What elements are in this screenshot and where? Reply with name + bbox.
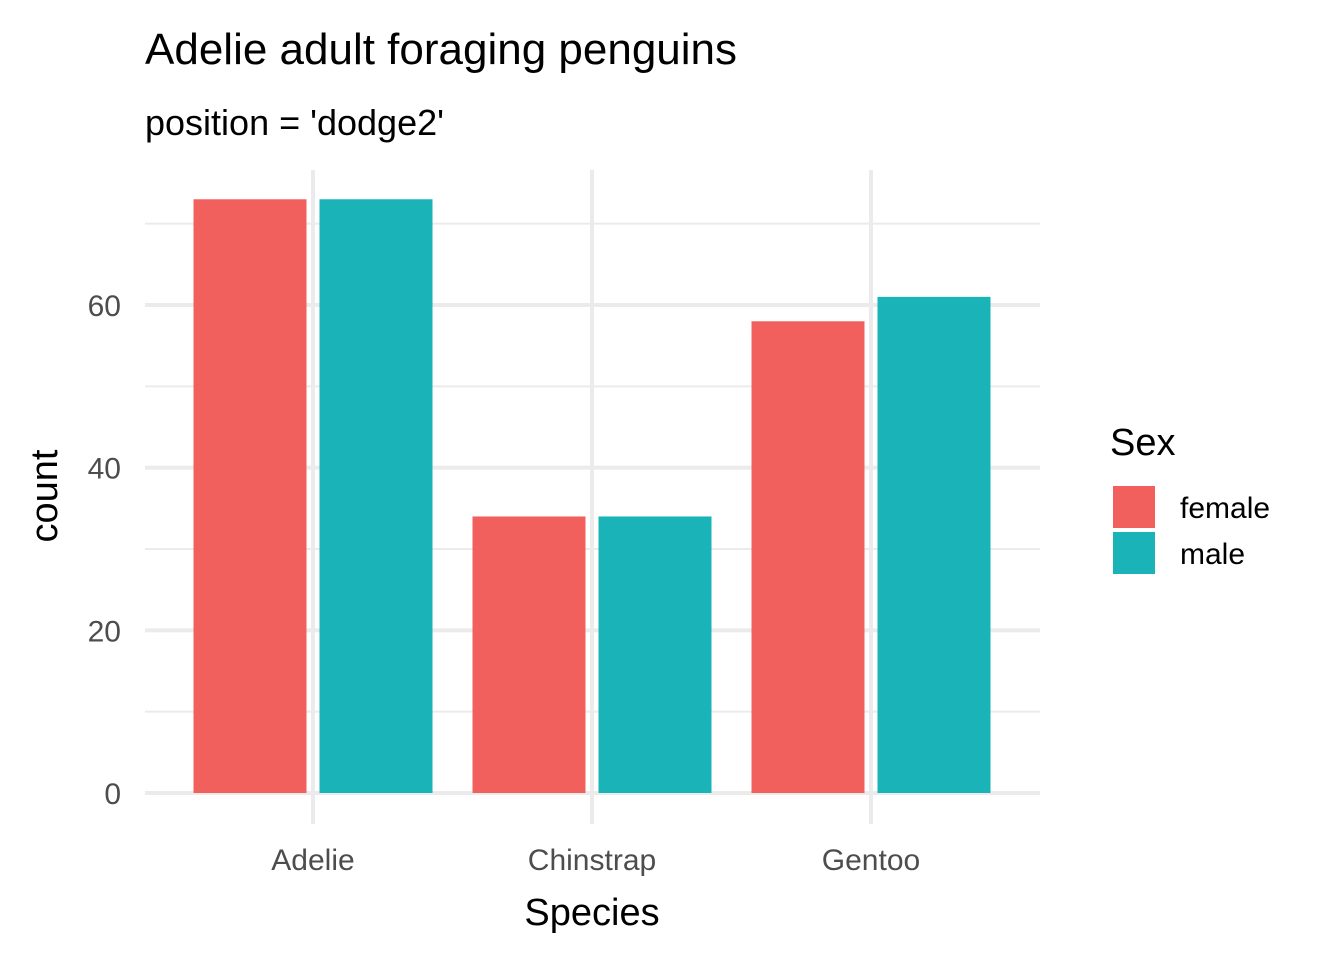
y-axis-ticks: 0 20 40 60	[88, 290, 121, 811]
bar-gentoo-male	[877, 296, 991, 793]
chart-subtitle: position = 'dodge2'	[145, 102, 444, 143]
bar-adelie-male	[319, 199, 433, 793]
bar-chinstrap-female	[472, 516, 586, 793]
legend-swatch-male	[1113, 532, 1155, 574]
y-tick-label: 40	[88, 453, 121, 486]
bar-chinstrap-male	[598, 516, 712, 793]
legend: Sex female male	[1110, 422, 1270, 574]
x-tick-label: Adelie	[271, 844, 354, 877]
legend-title: Sex	[1110, 422, 1175, 464]
x-axis-title: Species	[524, 892, 659, 934]
bars	[193, 199, 991, 793]
legend-swatch-female	[1113, 486, 1155, 528]
bar-gentoo-female	[751, 321, 865, 793]
y-tick-label: 0	[104, 778, 121, 811]
x-axis-ticks: Adelie Chinstrap Gentoo	[271, 844, 920, 877]
chart-title: Adelie adult foraging penguins	[145, 25, 737, 74]
x-tick-label: Gentoo	[822, 844, 920, 877]
y-tick-label: 20	[88, 615, 121, 648]
x-tick-label: Chinstrap	[528, 844, 656, 877]
y-tick-label: 60	[88, 290, 121, 323]
legend-label-male: male	[1180, 538, 1245, 571]
legend-label-female: female	[1180, 492, 1270, 525]
y-axis-title: count	[24, 449, 66, 542]
bar-adelie-female	[193, 199, 307, 793]
